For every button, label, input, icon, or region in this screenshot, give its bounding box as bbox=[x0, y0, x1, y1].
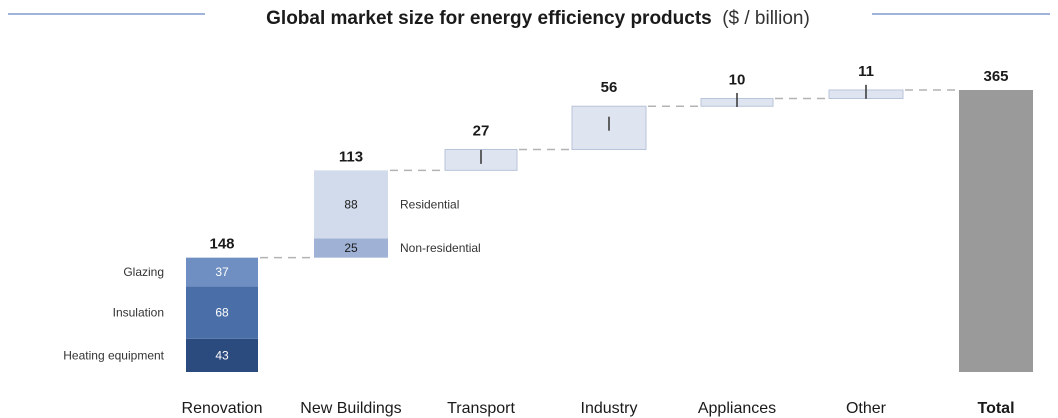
segment-name-glazing: Glazing bbox=[123, 265, 164, 279]
bar-renovation-insulation bbox=[186, 286, 258, 339]
bar-total-segment-0 bbox=[959, 90, 1033, 372]
category-label-transport: Transport bbox=[447, 400, 515, 417]
total-label-appliances: 10 bbox=[729, 71, 746, 88]
segment-value-insulation: 68 bbox=[215, 306, 229, 320]
bar-new-buildings-non-residential bbox=[314, 238, 388, 258]
bar-new-buildings-residential bbox=[314, 170, 388, 239]
bars-layer: 43 Heating equipment 68 Insulation 37 Glazing… bbox=[63, 63, 1033, 417]
total-label-other: 11 bbox=[858, 63, 874, 80]
chart-title-main: Global market size for energy efficiency… bbox=[266, 8, 712, 29]
segment-name-insulation: Insulation bbox=[113, 306, 164, 320]
category-label-renovation: Renovation bbox=[182, 400, 263, 417]
segment-value-heating-equipment: 43 bbox=[215, 348, 229, 362]
total-label-renovation: 148 bbox=[209, 236, 234, 253]
chart-title: Global market size for energy efficiency… bbox=[266, 8, 810, 29]
chart-title-unit: ($ / billion) bbox=[722, 8, 810, 29]
category-label-appliances: Appliances bbox=[698, 400, 776, 417]
segment-value-non-residential: 25 bbox=[344, 241, 358, 255]
category-label-total: Total bbox=[977, 400, 1014, 417]
segment-name-non-residential: Non-residential bbox=[400, 241, 481, 255]
segment-name-residential: Residential bbox=[400, 197, 459, 211]
total-label-industry: 56 bbox=[601, 79, 618, 96]
category-label-industry: Industry bbox=[581, 400, 638, 417]
bar-renovation-glazing bbox=[186, 257, 258, 287]
bar-renovation-heating-equipment bbox=[186, 338, 258, 372]
segment-name-heating-equipment: Heating equipment bbox=[63, 348, 164, 362]
category-label-new-buildings: New Buildings bbox=[300, 400, 401, 417]
segment-value-glazing: 37 bbox=[215, 265, 229, 279]
total-label-total: 365 bbox=[983, 68, 1008, 85]
segment-value-residential: 88 bbox=[344, 197, 358, 211]
total-label-transport: 27 bbox=[473, 122, 490, 139]
total-label-new-buildings: 113 bbox=[339, 148, 363, 165]
category-label-other: Other bbox=[846, 400, 887, 417]
